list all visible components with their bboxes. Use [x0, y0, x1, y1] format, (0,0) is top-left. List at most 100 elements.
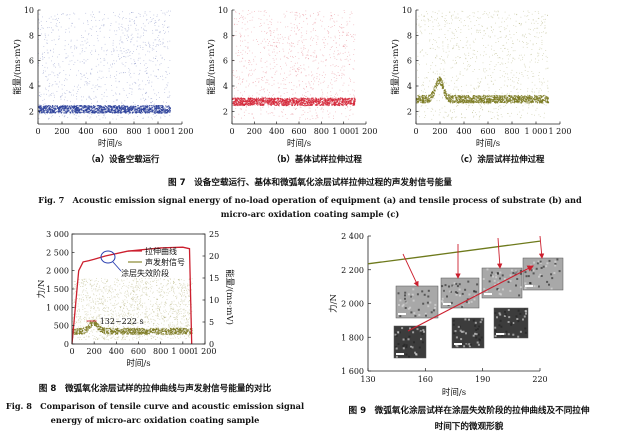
fig9-y-tick-label: 1 800	[341, 333, 364, 342]
fig8-x-label: 时间/s	[126, 358, 150, 369]
fig9-x-tick-label: 160	[418, 375, 433, 384]
annotation-coating-failure: 涂层失效阶段	[121, 268, 169, 278]
fig9-tensile-curve	[367, 240, 541, 265]
fig7-caption-en-2: micro-arc oxidation coating sample (c)	[220, 209, 400, 219]
fig9-y-label: 力/N	[328, 294, 339, 313]
fig7-y-label: 能量/(ms·mV)	[206, 39, 217, 95]
fig8-caption-cn: 图 8 微弧氧化涂层试样的拉伸曲线与声发射信号能量的对比	[38, 384, 272, 394]
fig7-y-tick-label: 10	[24, 6, 34, 15]
fig7-x-tick-label: 800	[314, 127, 329, 136]
fig8-right-y-label: 能量/(ms·mV)	[224, 269, 235, 325]
fig7-y-tick-label: 6	[223, 57, 228, 66]
fig8-chart: 0 500 1 000 1 500 2 000 2 500 3 000 0 5 10 15 20 25 0…	[36, 230, 235, 369]
fig7-x-tick-label: 0	[413, 127, 418, 136]
fig8-x-tick-label: 200	[87, 347, 102, 356]
fig8-right-tick-label: 20	[209, 252, 219, 261]
fig9-chart: 1 600 1 800 2 000 2 200 2 400 130 160 190 220 时间/…	[328, 232, 564, 398]
fig7-y-tick-label: 8	[223, 31, 228, 40]
fig7-x-tick-label: 1 000	[147, 127, 170, 136]
fig8-right-tick-label: 10	[209, 296, 219, 305]
fig7-x-tick-label: 200	[54, 127, 69, 136]
fig9-x-tick-label: 190	[475, 375, 490, 384]
fig8-right-tick-label: 0	[209, 340, 214, 349]
tensile-curve-line	[71, 246, 193, 345]
failure-arrow	[112, 261, 122, 272]
fig7-x-tick-label: 400	[78, 127, 93, 136]
fig7-x-label: 时间/s	[287, 138, 311, 149]
legend-label-ae: 声发射信号	[145, 257, 185, 267]
fig7-x-tick-label: 600	[480, 127, 495, 136]
micrograph-image	[393, 325, 427, 359]
fig8-left-y-label: 力/N	[36, 279, 47, 298]
fig7-y-tick-label: 6	[29, 57, 34, 66]
fig7-y-label: 能量/(ms·mV)	[390, 39, 401, 95]
fig8-x-tick-label: 600	[131, 347, 146, 356]
fig7-x-label: 时间/s	[476, 138, 500, 149]
fig9-pointer-arrow	[538, 235, 545, 259]
fig7-y-tick-label: 2	[223, 107, 228, 116]
fig8-left-tick-label: 0	[64, 340, 69, 349]
fig8-x-tick-label: 400	[109, 347, 124, 356]
fig9-y-tick-label: 2 200	[341, 266, 364, 275]
fig7-panel-c: 2 4 6 8 10 0 200 400 600 800 1 000 1 200 时间/s 能量/(ms·…	[390, 6, 571, 149]
fig7-x-tick-label: 0	[229, 127, 234, 136]
fig9-svg: 1 600 1 800 2 000 2 200 2 400 130 160 190 220 时间/…	[328, 232, 564, 398]
fig7-y-tick-label: 10	[402, 6, 412, 15]
fig9-pointer-arrow	[497, 237, 503, 269]
fig7-x-tick-label: 1 200	[355, 127, 378, 136]
fig7-x-tick-label: 400	[456, 127, 471, 136]
fig8-x-tick-label: 800	[153, 347, 168, 356]
fig7-x-tick-label: 1 000	[332, 127, 355, 136]
fig8-right-tick-label: 25	[209, 230, 219, 239]
fig7-x-tick-label: 800	[126, 127, 141, 136]
fig9-pointer-arrow	[402, 253, 419, 287]
fig8-left-tick-label: 1 000	[46, 303, 69, 312]
fig7-y-tick-label: 6	[407, 57, 412, 66]
fig7-y-tick-label: 10	[218, 6, 228, 15]
fig7-x-tick-label: 1 200	[171, 127, 194, 136]
fig7-panel-a: 2 4 6 8 10 0 200 400 600 800 1 000 1 200 时间/s 能量/(ms·…	[12, 6, 193, 149]
micrograph-image	[481, 267, 523, 299]
fig9-y-tick-label: 1 600	[341, 367, 364, 376]
fig9-x-tick-label: 130	[360, 375, 375, 384]
fig8-left-tick-label: 2 500	[46, 248, 69, 257]
fig7-x-tick-label: 1 000	[525, 127, 548, 136]
micrograph-image	[440, 277, 480, 309]
fig8-left-tick-label: 500	[54, 322, 69, 331]
fig7-x-tick-label: 800	[504, 127, 519, 136]
fig8-x-tick-label: 1 200	[194, 347, 217, 356]
fig7-caption-cn: 图 7 设备空载运行、基体和微弧氧化涂层试样拉伸过程的声发射信号能量	[168, 178, 452, 188]
fig7-x-tick-label: 200	[432, 127, 447, 136]
fig7-y-tick-label: 2	[29, 107, 34, 116]
micrograph-image	[451, 317, 485, 349]
fig7-y-tick-label: 4	[407, 82, 412, 91]
fig8-right-tick-label: 5	[209, 318, 214, 327]
fig8-svg: 0 500 1 000 1 500 2 000 2 500 3 000 0 5 10 15 20 25 0…	[36, 230, 235, 369]
fig9-caption-1: 图 9 微弧氧化涂层试样在涂层失效阶段的拉伸曲线及不同拉伸	[348, 406, 590, 416]
fig9-caption-2: 时间下的微观形貌	[434, 422, 504, 432]
fig9-y-tick-label: 2 400	[341, 232, 364, 241]
fig7-x-label: 时间/s	[98, 138, 122, 149]
fig7-subcaption-b: （b）基体试样拉伸过程	[272, 154, 362, 164]
fig7-y-tick-label: 4	[223, 82, 228, 91]
fig7-x-tick-label: 600	[291, 127, 306, 136]
fig7-x-tick-label: 200	[247, 127, 262, 136]
fig9-trend-arrow	[407, 265, 534, 332]
fig7-y-tick-label: 2	[407, 107, 412, 116]
fig7-panel-b: 2 4 6 8 10 0 200 400 600 800 1 000 1 200 时间/s 能量/(ms·…	[206, 6, 377, 149]
fig7-y-tick-label: 8	[29, 31, 34, 40]
fig7-x-tick-label: 400	[269, 127, 284, 136]
fig7-x-tick-label: 600	[102, 127, 117, 136]
fig8-right-tick-label: 15	[209, 274, 219, 283]
fig8-left-tick-label: 1 500	[46, 285, 69, 294]
annotation-interval: 132~222 s	[100, 317, 144, 326]
fig8-x-tick-label: 1 000	[171, 347, 194, 356]
fig8-x-tick-label: 0	[69, 347, 74, 356]
fig7-y-label: 能量/(ms·mV)	[12, 39, 23, 95]
micrograph-image	[395, 285, 439, 319]
fig7-y-tick-label: 4	[29, 82, 34, 91]
fig8-caption-en-1: Fig. 8 Comparison of tensile curve and a…	[5, 401, 305, 411]
fig7-x-tick-label: 0	[35, 127, 40, 136]
fig7-subcaption-c: （c）涂层试样拉伸过程	[455, 154, 545, 164]
